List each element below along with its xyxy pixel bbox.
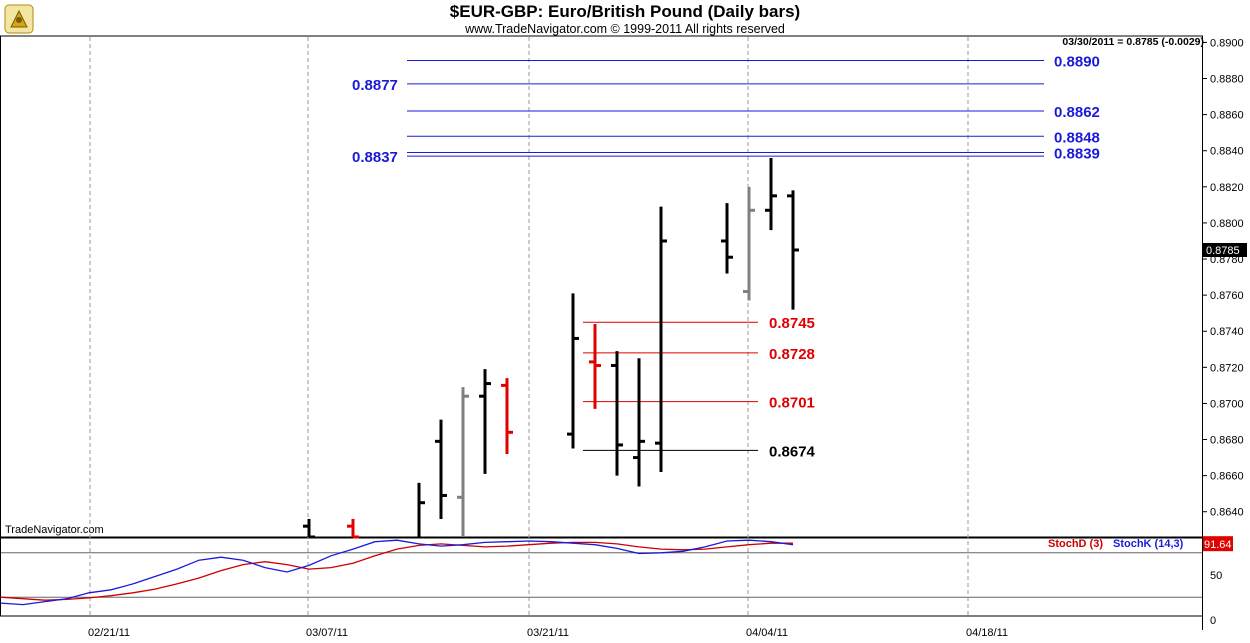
last-price-label: 0.8785 [1206, 245, 1240, 257]
x-tick-label: 04/04/11 [746, 627, 788, 639]
stoch-k-line [0, 539, 794, 606]
y-tick-label: 0.8820 [1210, 182, 1244, 194]
stoch-d-line [0, 541, 793, 601]
x-tick-label: 03/21/11 [527, 627, 569, 639]
y-tick-label: 0.8700 [1210, 398, 1244, 410]
y-tick-label: 0.8780 [1210, 254, 1244, 266]
level-label: 0.8837 [352, 149, 398, 166]
level-label: 0.8745 [769, 315, 815, 332]
chart-title: $EUR-GBP: Euro/British Pound (Daily bars… [449, 2, 801, 21]
y-tick-label: 0.8660 [1210, 471, 1244, 483]
y-tick-label: 0.8840 [1210, 146, 1244, 158]
y-tick-label: 0.8880 [1210, 74, 1244, 86]
stoch-value-label: 91.64 [1204, 539, 1232, 551]
level-label: 0.8877 [352, 77, 398, 94]
last-price-box [1203, 242, 1247, 257]
stoch-d-legend: StochD (3) [1048, 538, 1103, 550]
y-tick-label: 0.8680 [1210, 435, 1244, 447]
stoch-panel-frame [0, 537, 1203, 617]
x-tick-label: 03/07/11 [306, 627, 348, 639]
stoch-k-legend: StochK (14,3) [1113, 538, 1184, 550]
level-label: 0.8674 [769, 443, 816, 460]
y-tick-label: 0.8900 [1210, 37, 1244, 49]
chart-subtitle: www.TradeNavigator.com © 1999-2011 All r… [465, 22, 785, 36]
level-label: 0.8862 [1054, 104, 1100, 121]
x-tick-label: 02/21/11 [88, 627, 130, 639]
level-label: 0.8701 [769, 395, 815, 412]
y-tick-label: 0.8740 [1210, 326, 1244, 338]
last-quote: 03/30/2011 = 0.8785 (-0.0029) [1062, 36, 1204, 48]
y-tick-label: 0.8640 [1210, 507, 1244, 519]
y-tick-label: 0.8720 [1210, 362, 1244, 374]
stoch-value-box [1203, 536, 1233, 552]
trade-navigator-logo-icon [4, 4, 34, 34]
stoch-y-tick-label: 50 [1210, 570, 1222, 582]
x-tick-label: 04/18/11 [966, 627, 1008, 639]
level-label: 0.8728 [769, 346, 815, 363]
watermark-label: TradeNavigator.com [5, 524, 104, 536]
y-tick-label: 0.8800 [1210, 218, 1244, 230]
level-label: 0.8890 [1054, 53, 1100, 70]
y-tick-label: 0.8860 [1210, 110, 1244, 122]
stoch-y-tick-label: 0 [1210, 615, 1216, 627]
level-label: 0.8839 [1054, 146, 1100, 163]
level-label: 0.8848 [1054, 129, 1100, 146]
y-tick-label: 0.8760 [1210, 290, 1244, 302]
